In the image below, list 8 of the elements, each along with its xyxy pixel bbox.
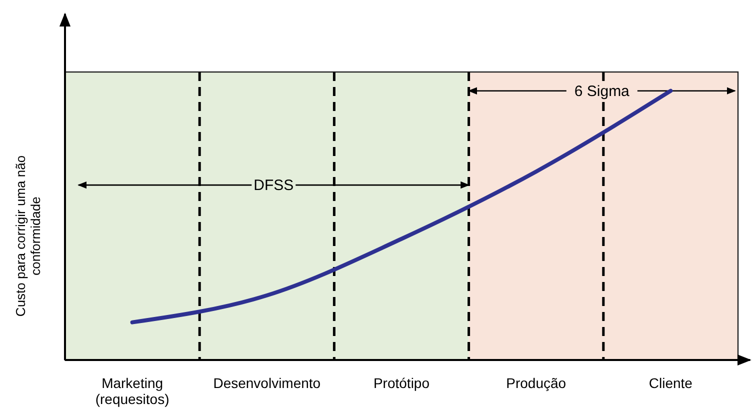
- x-tick-label: Marketing (requesitos): [95, 375, 170, 407]
- x-tick-label: Desenvolvimento: [213, 375, 321, 391]
- annotation: DFSS: [254, 177, 294, 194]
- annotation: 6 Sigma: [574, 82, 630, 100]
- y-axis-title: Custo para corrigir uma não conformidade: [13, 155, 43, 317]
- x-tick-label: Produção: [506, 375, 566, 391]
- x-tick-label: Cliente: [648, 375, 693, 391]
- x-tick-label: Protótipo: [373, 375, 430, 391]
